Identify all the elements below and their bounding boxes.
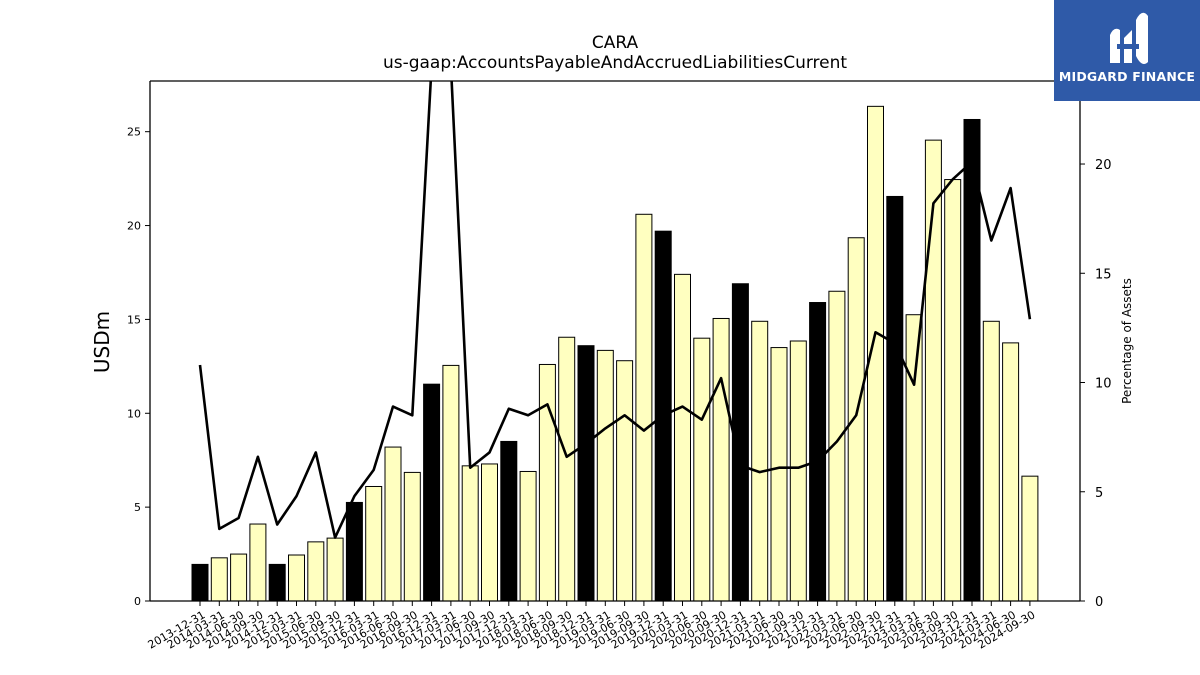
y-tick-label-5: 5: [134, 501, 141, 514]
bar-2023-09-30: [944, 179, 962, 602]
bar-2016-12-31: [423, 383, 441, 602]
y2-tick-label-15: 15: [1095, 267, 1112, 282]
bar-2021-09-30: [789, 340, 807, 602]
bar-2016-06-30: [384, 446, 402, 602]
y-tick-label-15: 15: [127, 313, 141, 326]
bar-2018-03-31: [519, 470, 537, 602]
bar-2016-09-30: [403, 471, 421, 602]
y2-tick-label-0: 0: [1095, 595, 1103, 610]
bar-2024-09-30: [1021, 475, 1039, 602]
chart-subtitle: us-gaap:AccountsPayableAndAccruedLiabili…: [382, 53, 848, 73]
bar-2016-03-31: [365, 485, 383, 602]
bar-2020-06-30: [693, 337, 711, 602]
y2-axis-label: Percentage of Assets: [1120, 278, 1134, 404]
y2-tick-label-5: 5: [1095, 486, 1103, 501]
bar-2015-03-31: [288, 554, 305, 602]
y-tick-label-0: 0: [134, 595, 141, 608]
bar-2019-03-31: [596, 349, 614, 602]
bar-2019-06-30: [616, 360, 634, 602]
y2-tick-label-10: 10: [1095, 377, 1112, 392]
logo-mark-icon: [1110, 12, 1148, 64]
bar-2013-12-31: [191, 563, 209, 602]
bar-2017-06-30: [461, 465, 479, 602]
bar-2015-06-30: [307, 541, 325, 602]
bar-2014-12-31: [268, 563, 286, 602]
chart-title: CARA: [591, 33, 639, 53]
bar-2014-09-30: [249, 523, 267, 602]
bar-2017-03-31: [442, 364, 460, 602]
bar-2022-12-31: [886, 195, 904, 602]
bar-2023-12-31: [963, 118, 981, 602]
bar-2019-09-30: [635, 213, 653, 602]
bar-2014-06-30: [230, 553, 248, 602]
bar-2017-12-31: [500, 440, 518, 602]
bar-2023-03-31: [905, 314, 923, 602]
bar-2020-09-30: [712, 317, 730, 602]
y-tick-label-25: 25: [127, 126, 141, 139]
bar-2015-09-30: [326, 537, 344, 602]
midgard-finance-logo: MIDGARD FINANCE: [1054, 0, 1200, 101]
y2-tick-label-20: 20: [1095, 158, 1112, 173]
y-tick-label-20: 20: [127, 220, 141, 233]
bar-2021-12-31: [809, 302, 827, 602]
bar-2017-09-30: [481, 463, 498, 602]
bar-2022-06-30: [847, 237, 865, 602]
bar-2014-03-31: [210, 557, 228, 602]
bar-2020-03-31: [674, 273, 691, 602]
bar-2021-06-30: [770, 347, 788, 602]
y-tick-label-10: 10: [127, 407, 141, 420]
bar-2018-06-30: [538, 363, 556, 602]
percent-of-assets-line: [198, 81, 1032, 539]
bar-2024-03-31: [982, 320, 1000, 602]
bar-2021-03-31: [751, 320, 769, 602]
bar-2015-12-31: [345, 501, 363, 602]
bar-2024-06-30: [1002, 342, 1020, 602]
bar-2018-12-31: [577, 345, 595, 602]
logo-text: MIDGARD FINANCE: [1058, 69, 1196, 84]
bar-2018-09-30: [558, 336, 576, 602]
y-axis-label: USDm: [90, 311, 114, 373]
